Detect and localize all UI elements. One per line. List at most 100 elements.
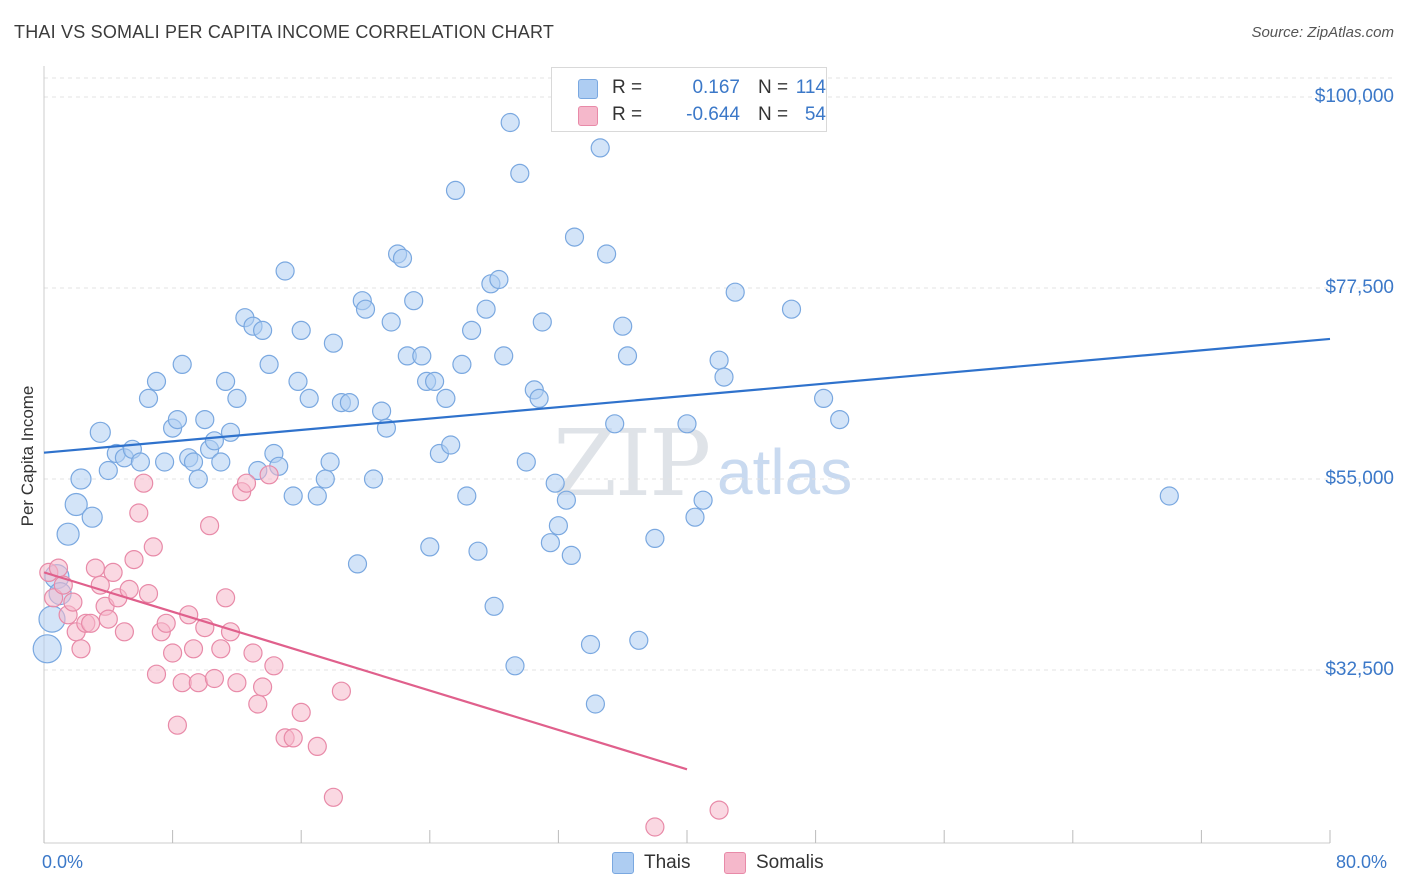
thais-point — [283, 486, 303, 506]
thais-point — [685, 507, 705, 527]
thais-point — [468, 541, 488, 561]
somalis-point — [188, 673, 208, 693]
thais-point — [183, 452, 204, 472]
thais-point — [516, 452, 536, 472]
correlation-legend: R = 0.167 N = 114 R = -0.644 N = 54 — [551, 67, 827, 132]
somalis-point — [124, 549, 144, 570]
thais-point — [484, 596, 504, 616]
thais-point — [452, 354, 472, 374]
thais-point — [580, 634, 601, 655]
somalis-point — [709, 800, 729, 820]
somalis-point — [323, 787, 343, 807]
thais-point — [489, 269, 509, 290]
thais-point — [532, 312, 552, 332]
thais-point — [476, 299, 496, 319]
x-tick-label: 80.0% — [1336, 852, 1388, 872]
thais-point — [709, 350, 729, 370]
thais-point — [130, 452, 150, 472]
somalis-point — [253, 677, 273, 697]
somalis-point — [211, 639, 231, 659]
thais-swatch — [612, 852, 634, 874]
somalis-point — [163, 643, 183, 663]
thais-point — [585, 694, 606, 714]
thais-point — [227, 388, 247, 408]
somalis-point — [143, 537, 163, 557]
somalis-point — [645, 817, 665, 837]
somalis-point — [134, 473, 154, 493]
n-value: 54 — [804, 104, 826, 125]
thais-point — [596, 244, 617, 264]
somalis-point — [307, 736, 327, 757]
thais-point — [155, 452, 175, 472]
r-value: -0.644 — [686, 104, 740, 125]
thais-point — [529, 388, 549, 408]
thais-point — [307, 486, 327, 506]
thais-point — [505, 656, 525, 676]
thais-point — [605, 414, 625, 434]
somalis-point — [43, 588, 64, 608]
thais-point — [347, 554, 368, 574]
thais-point — [548, 516, 569, 536]
thais-point — [138, 388, 159, 408]
thais-point — [1159, 486, 1179, 506]
n-value: 114 — [795, 77, 826, 98]
thais-point — [167, 410, 187, 430]
thais-point — [540, 533, 561, 553]
thais-point — [462, 320, 482, 340]
somalis-swatch — [578, 106, 598, 126]
thais-point — [220, 422, 241, 442]
somalis-point — [167, 715, 187, 735]
somalis-point — [90, 575, 110, 595]
thais-point — [372, 401, 392, 421]
thais-point — [677, 414, 697, 434]
somalis-swatch — [724, 852, 746, 874]
thais-point — [275, 261, 295, 281]
thais-point — [323, 333, 343, 353]
thais-point — [363, 469, 384, 489]
r-label: R = — [612, 104, 643, 125]
somalis-point — [248, 694, 268, 714]
thais-point — [500, 112, 520, 133]
thais-point — [590, 138, 610, 158]
chart-title: THAI VS SOMALI PER CAPITA INCOME CORRELA… — [14, 22, 555, 42]
somalis-point — [71, 639, 91, 659]
thais-point — [291, 320, 311, 340]
thais-point — [355, 299, 376, 319]
y-tick-label: $77,500 — [1325, 277, 1394, 298]
y-axis-label: Per Capita Income — [18, 385, 37, 527]
n-label: N = — [758, 77, 789, 98]
legend-label: Somalis — [756, 852, 824, 873]
thais-point — [56, 522, 80, 546]
thais-point — [259, 354, 279, 374]
thais-point — [81, 506, 103, 528]
y-tick-label: $32,500 — [1325, 659, 1394, 680]
somalis-point — [291, 702, 311, 723]
somalis-point — [200, 516, 220, 536]
somalis-point — [183, 639, 204, 659]
source-credit: Source: ZipAtlas.com — [1251, 24, 1394, 41]
thais-point — [420, 537, 440, 557]
thais-point — [32, 634, 62, 664]
somalis-point — [204, 668, 224, 689]
thais-point — [253, 320, 273, 340]
thais-point — [381, 312, 401, 332]
watermark-atlas: atlas — [717, 436, 853, 508]
thais-point — [146, 371, 167, 391]
somalis-point — [259, 465, 279, 485]
thais-point — [714, 367, 734, 387]
thais-point — [617, 346, 638, 366]
thais-point — [645, 528, 665, 549]
thais-point — [299, 388, 319, 408]
somalis-point — [283, 728, 303, 748]
thais-point — [494, 346, 514, 366]
thais-point — [98, 460, 118, 481]
somalis-point — [63, 592, 83, 612]
thais-point — [204, 431, 224, 451]
thais-point — [830, 410, 850, 430]
thais-point — [556, 490, 577, 510]
thais-point — [216, 371, 236, 391]
thais-point — [64, 492, 88, 517]
thais-trend-line — [43, 337, 1331, 454]
somalis-trend-line — [43, 571, 688, 771]
